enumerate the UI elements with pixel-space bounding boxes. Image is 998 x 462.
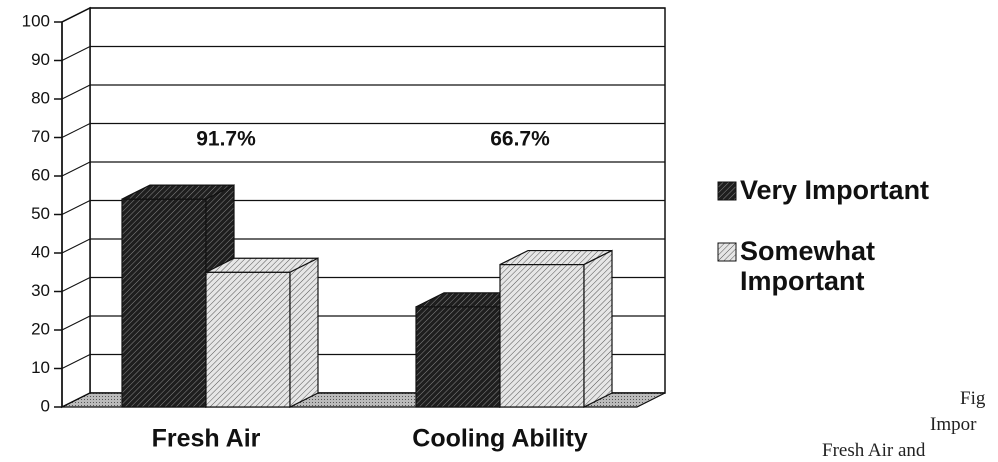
y-tick-label: 0	[41, 396, 50, 415]
grid-line	[61, 392, 91, 408]
y-tick-label: 40	[31, 242, 50, 261]
y-tick-label: 30	[31, 281, 50, 300]
bar-front	[121, 198, 207, 408]
grid-line	[61, 161, 91, 177]
grid-line	[61, 123, 91, 138]
y-tick-label: 60	[31, 165, 50, 184]
bar-side	[583, 249, 613, 408]
grid-line	[61, 84, 91, 100]
y-tick-label: 70	[31, 127, 50, 146]
y-tick-label: 10	[31, 358, 50, 377]
y-tick-label: 100	[22, 11, 50, 30]
legend-swatch	[717, 181, 737, 201]
caption-line: Fresh Air and	[822, 440, 926, 461]
x-tick-label: Fresh Air	[152, 425, 261, 453]
y-tick-label: 20	[31, 319, 50, 338]
bar-front	[205, 271, 291, 408]
legend-label: Somewhat Important	[740, 236, 876, 296]
caption-line: Fig	[960, 388, 986, 409]
annotation: 91.7%	[196, 128, 256, 151]
bar-front	[499, 263, 585, 408]
bar-side	[289, 257, 319, 408]
caption-line: Impor	[930, 414, 977, 435]
grid-line	[61, 200, 91, 215]
annotation: 66.7%	[490, 128, 550, 151]
x-tick-label: Cooling Ability	[412, 425, 588, 453]
grid-line	[61, 277, 91, 292]
legend-swatch	[717, 242, 737, 262]
legend-label: Very Important	[740, 175, 930, 205]
grid-line	[61, 46, 91, 61]
bar	[205, 257, 319, 408]
y-tick-label: 50	[31, 204, 50, 223]
grid-line	[61, 7, 91, 23]
y-tick-label: 80	[31, 88, 50, 107]
grid-line	[61, 354, 91, 369]
bar-front	[415, 306, 501, 408]
grid-line	[61, 238, 91, 254]
grid-line	[61, 315, 91, 331]
bar	[499, 249, 613, 408]
y-tick-label: 90	[31, 50, 50, 69]
